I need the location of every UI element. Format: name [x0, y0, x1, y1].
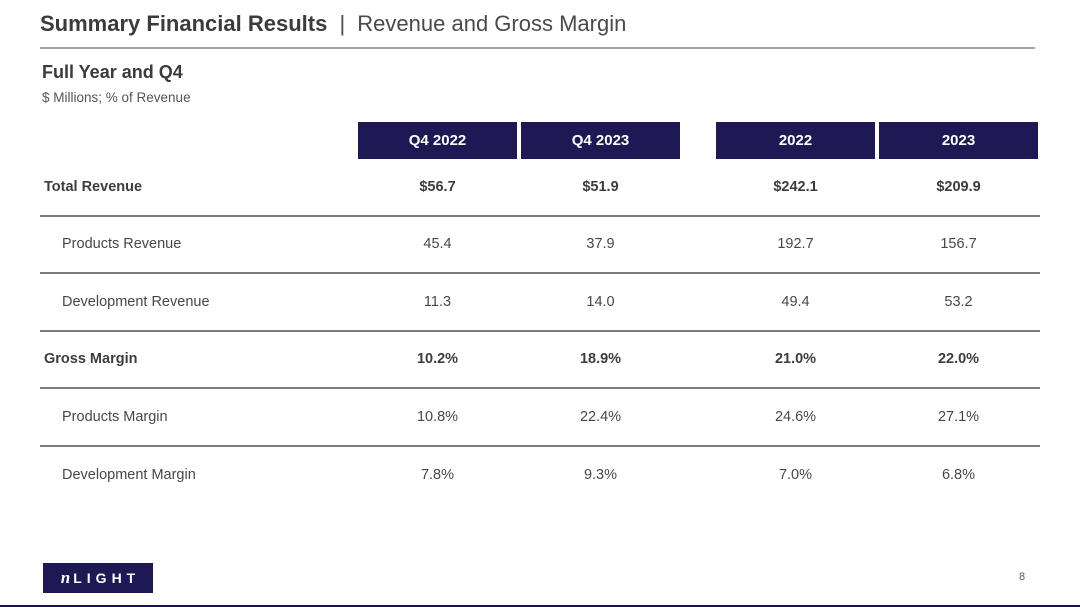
row-label: Gross Margin	[44, 351, 138, 368]
cell-value: 27.1%	[937, 408, 980, 425]
column-header-2023: 2023	[879, 121, 1038, 159]
cell-value: 10.2%	[416, 351, 459, 368]
cell-value: 24.6%	[774, 408, 817, 425]
table-row-products-revenue: Products Revenue 45.4 37.9 192.7 156.7	[40, 217, 1040, 274]
column-gap	[682, 159, 714, 215]
column-gap	[682, 389, 714, 445]
cell-value: 37.9	[586, 236, 615, 253]
cell-value: 14.0	[586, 293, 615, 310]
column-gap	[682, 121, 714, 159]
table-row-development-revenue: Development Revenue 11.3 14.0 49.4 53.2	[40, 274, 1040, 332]
row-label: Total Revenue	[44, 178, 143, 195]
title-main: Summary Financial Results	[40, 11, 328, 36]
section-subheading: $ Millions; % of Revenue	[42, 90, 191, 105]
title-divider	[40, 47, 1035, 49]
financial-table: Q4 2022 Q4 2023 2022 2023 Total Revenue …	[40, 121, 1040, 504]
cell-value: 22.4%	[579, 408, 622, 425]
logo-letter-n: n	[60, 568, 71, 587]
page-title: Summary Financial Results | Revenue and …	[40, 11, 626, 37]
cell-value: 156.7	[940, 236, 977, 253]
table-row-total-revenue: Total Revenue $56.7 $51.9 $242.1 $209.9	[40, 159, 1040, 217]
row-label: Products Revenue	[62, 236, 182, 253]
cell-value: $242.1	[773, 178, 818, 195]
section-heading: Full Year and Q4	[42, 62, 183, 82]
title-separator: |	[339, 11, 346, 36]
page-number: 8	[1018, 571, 1026, 583]
table-row-development-margin: Development Margin 7.8% 9.3% 7.0% 6.8%	[40, 447, 1040, 505]
table-header-row: Q4 2022 Q4 2023 2022 2023	[40, 121, 1040, 159]
cell-value: 53.2	[944, 293, 973, 310]
cell-value: 192.7	[777, 236, 814, 253]
column-gap	[682, 274, 714, 330]
cell-value: 10.8%	[416, 408, 459, 425]
column-gap	[682, 447, 714, 505]
title-subtitle: Revenue and Gross Margin	[357, 11, 627, 36]
row-label: Development Margin	[62, 467, 196, 484]
column-header-2022: 2022	[716, 121, 875, 159]
cell-value: 18.9%	[579, 351, 622, 368]
cell-value: 7.8%	[420, 467, 455, 484]
column-header-q4-2023: Q4 2023	[521, 121, 680, 159]
column-gap	[682, 217, 714, 273]
cell-value: $56.7	[419, 178, 456, 195]
cell-value: 21.0%	[774, 351, 817, 368]
cell-value: 11.3	[423, 293, 452, 310]
column-header-q4-2022: Q4 2022	[358, 121, 517, 159]
cell-value: 22.0%	[937, 351, 980, 368]
cell-value: $51.9	[582, 178, 619, 195]
cell-value: 7.0%	[778, 467, 813, 484]
cell-value: $209.9	[936, 178, 981, 195]
cell-value: 45.4	[423, 236, 452, 253]
cell-value: 6.8%	[941, 467, 976, 484]
table-row-products-margin: Products Margin 10.8% 22.4% 24.6% 27.1%	[40, 389, 1040, 447]
column-gap	[682, 332, 714, 388]
row-label: Products Margin	[62, 408, 168, 425]
cell-value: 49.4	[781, 293, 810, 310]
table-row-gross-margin: Gross Margin 10.2% 18.9% 21.0% 22.0%	[40, 332, 1040, 389]
row-label: Development Revenue	[62, 293, 210, 310]
nlight-logo: n LIGHT	[43, 563, 153, 593]
cell-value: 9.3%	[583, 467, 618, 484]
logo-text: LIGHT	[73, 570, 141, 586]
